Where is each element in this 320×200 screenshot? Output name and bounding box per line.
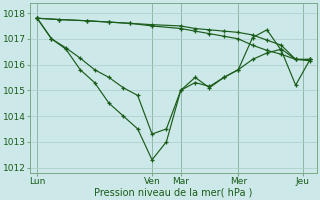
X-axis label: Pression niveau de la mer( hPa ): Pression niveau de la mer( hPa ) [94, 187, 253, 197]
